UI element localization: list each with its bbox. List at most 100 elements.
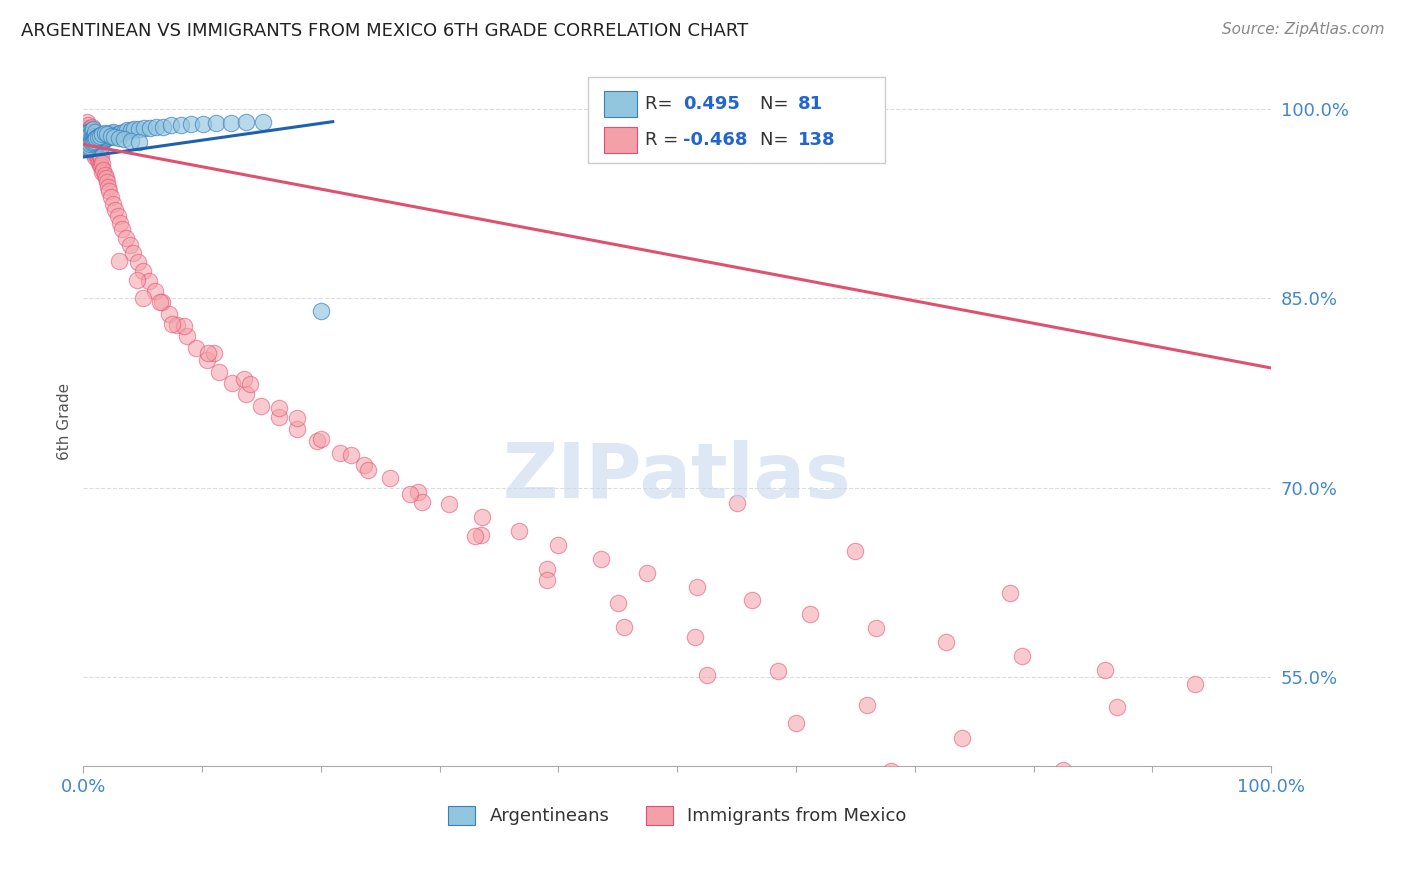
Point (83, 134, 105, 148)
Point (741, 593, 763, 607)
Point (1052, 763, 1074, 777)
Point (107, 128, 129, 142)
Point (103, 129, 125, 144)
Text: ZIPatlas: ZIPatlas (503, 440, 852, 514)
Point (108, 131, 131, 145)
Point (96, 128, 118, 142)
Point (309, 304, 332, 318)
Point (219, 116, 242, 130)
Point (91, 156, 114, 170)
Text: Source: ZipAtlas.com: Source: ZipAtlas.com (1222, 22, 1385, 37)
Point (285, 421, 308, 435)
Point (285, 411, 308, 425)
Point (170, 119, 193, 133)
Point (232, 372, 254, 386)
Point (87, 136, 110, 150)
Point (112, 132, 135, 146)
Point (508, 524, 530, 538)
Point (86, 137, 108, 152)
Point (79, 140, 101, 154)
Point (195, 353, 218, 368)
Point (90, 150, 112, 164)
Point (696, 668, 718, 682)
Point (86, 147, 108, 161)
Point (139, 120, 162, 135)
Point (79, 120, 101, 135)
Point (250, 399, 273, 413)
Point (132, 120, 155, 135)
Point (950, 731, 973, 745)
Point (84, 150, 107, 164)
Point (77, 125, 100, 139)
Point (131, 292, 153, 306)
Point (613, 620, 636, 634)
Point (112, 125, 135, 139)
Point (86, 129, 108, 144)
Point (80, 120, 103, 134)
Point (97, 180, 120, 194)
Point (100, 128, 122, 143)
Point (120, 123, 142, 137)
Point (205, 116, 228, 130)
Point (80, 129, 103, 144)
Point (162, 317, 184, 331)
Point (82, 122, 104, 136)
Point (111, 222, 134, 236)
Point (686, 580, 709, 594)
Point (1088, 856, 1111, 871)
Point (77, 138, 100, 153)
Point (80, 123, 103, 137)
Point (353, 458, 375, 473)
Point (98, 128, 121, 143)
Point (77, 143, 100, 157)
Point (799, 607, 821, 622)
Point (128, 135, 150, 149)
Point (339, 448, 361, 462)
Point (766, 664, 789, 678)
Point (76, 141, 98, 155)
Point (75, 120, 97, 135)
Point (683, 630, 706, 644)
Point (86, 144, 108, 158)
Point (93, 162, 115, 177)
Legend: Argentineans, Immigrants from Mexico: Argentineans, Immigrants from Mexico (440, 798, 914, 832)
Point (96, 175, 118, 189)
Point (1011, 648, 1033, 663)
Point (82, 135, 104, 149)
Point (309, 432, 332, 446)
Point (208, 365, 231, 379)
Point (93, 132, 115, 146)
Point (75, 134, 97, 148)
Point (104, 203, 127, 218)
Point (79, 131, 101, 145)
Point (437, 497, 460, 511)
Point (77, 134, 100, 148)
Point (84, 132, 107, 146)
Point (100, 190, 122, 204)
Point (80, 138, 103, 153)
Point (157, 307, 180, 321)
Point (378, 471, 401, 485)
Point (591, 551, 613, 566)
Point (160, 119, 183, 133)
Text: 138: 138 (799, 131, 837, 149)
Point (329, 445, 352, 459)
Point (98, 184, 121, 198)
Point (108, 216, 131, 230)
Point (84, 141, 107, 155)
Text: -0.468: -0.468 (683, 131, 748, 149)
Point (86, 138, 108, 153)
Point (77, 128, 100, 142)
Text: R =: R = (645, 131, 685, 149)
Point (399, 487, 422, 501)
Point (176, 329, 198, 343)
Point (536, 562, 558, 576)
Point (1184, 677, 1206, 691)
Point (637, 566, 659, 580)
Point (127, 255, 149, 269)
Point (235, 387, 257, 401)
Point (143, 284, 166, 298)
Point (97, 129, 120, 144)
Point (357, 463, 380, 477)
Point (202, 346, 225, 360)
